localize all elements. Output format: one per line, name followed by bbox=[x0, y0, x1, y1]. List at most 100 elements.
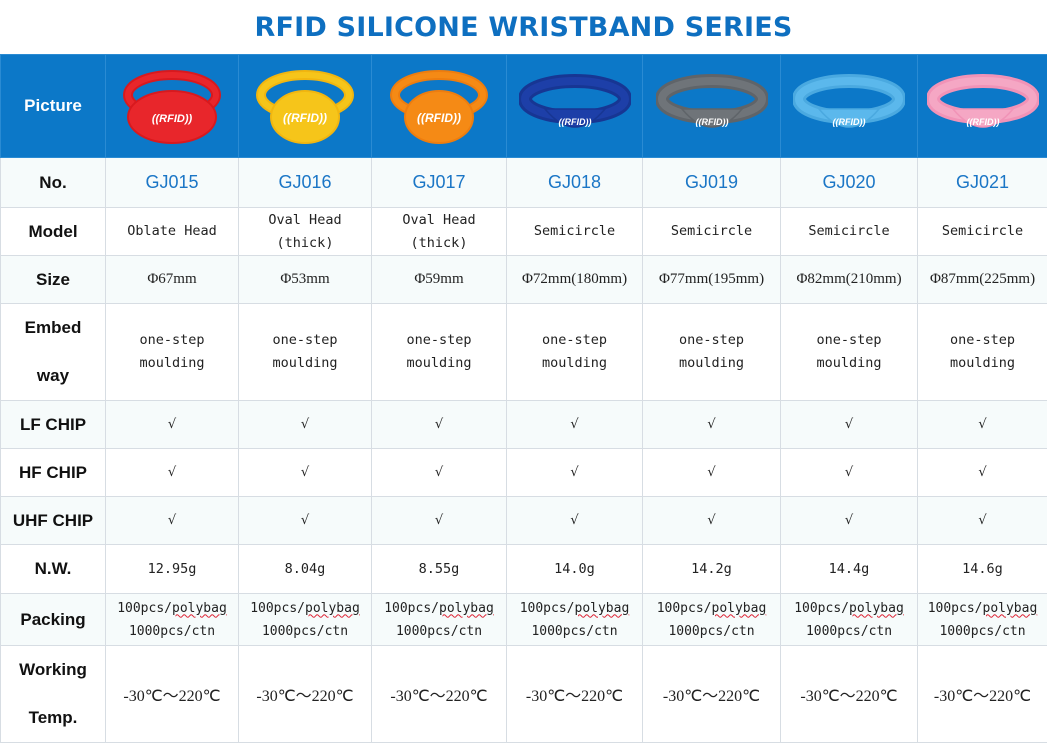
embed-line2: moulding bbox=[679, 355, 744, 371]
packing-line1: 100pcs/polybag bbox=[657, 601, 767, 616]
embed-line2: moulding bbox=[139, 355, 204, 371]
product-net-weight: 12.95g bbox=[106, 545, 239, 594]
product-image-cell: ((RFID)) bbox=[643, 55, 781, 158]
packing-qty: 100pcs/ bbox=[794, 601, 849, 616]
rfid-badge-text: ((RFID)) bbox=[695, 117, 728, 127]
product-image-cell: ((RFID)) bbox=[106, 55, 239, 158]
lf-chip-check: √ bbox=[372, 401, 507, 449]
packing-line2: 1000pcs/ctn bbox=[129, 624, 215, 639]
product-working-temp: -30℃～220℃ bbox=[106, 646, 239, 743]
hf-chip-check: √ bbox=[643, 449, 781, 497]
packing-line1: 100pcs/polybag bbox=[250, 601, 360, 616]
product-net-weight: 8.55g bbox=[372, 545, 507, 594]
packing-unit: polybag bbox=[712, 601, 767, 616]
product-embed-way: one-step moulding bbox=[918, 304, 1047, 401]
label-size: Size bbox=[1, 256, 106, 304]
wristband-image: ((RFID)) bbox=[793, 65, 905, 147]
model-line1: Semicircle bbox=[671, 223, 752, 239]
embed-line1: one-step bbox=[816, 332, 881, 348]
product-packing: 100pcs/polybag 1000pcs/ctn bbox=[239, 594, 372, 646]
packing-line2: 1000pcs/ctn bbox=[668, 624, 754, 639]
label-temp-line2: Temp. bbox=[29, 708, 78, 727]
packing-line1: 100pcs/polybag bbox=[794, 601, 904, 616]
packing-line1: 100pcs/polybag bbox=[384, 601, 494, 616]
label-uhf-chip: UHF CHIP bbox=[1, 497, 106, 545]
hf-chip-check: √ bbox=[372, 449, 507, 497]
product-net-weight: 8.04g bbox=[239, 545, 372, 594]
product-working-temp: -30℃～220℃ bbox=[918, 646, 1047, 743]
product-size: Φ53mm bbox=[239, 256, 372, 304]
product-working-temp: -30℃～220℃ bbox=[507, 646, 643, 743]
model-line1: Oblate Head bbox=[127, 223, 216, 239]
label-no: No. bbox=[1, 158, 106, 208]
embed-line1: one-step bbox=[950, 332, 1015, 348]
product-number: GJ021 bbox=[918, 158, 1047, 208]
label-lf-chip: LF CHIP bbox=[1, 401, 106, 449]
packing-qty: 100pcs/ bbox=[657, 601, 712, 616]
row-uhf-chip: UHF CHIP √√√√√√√ bbox=[1, 497, 1047, 545]
product-working-temp: -30℃～220℃ bbox=[239, 646, 372, 743]
model-line1: Semicircle bbox=[942, 223, 1023, 239]
wristband-image: ((RFID)) bbox=[116, 65, 228, 147]
packing-line2: 1000pcs/ctn bbox=[262, 624, 348, 639]
product-model: Oblate Head bbox=[106, 208, 239, 256]
packing-qty: 100pcs/ bbox=[250, 601, 305, 616]
product-packing: 100pcs/polybag 1000pcs/ctn bbox=[643, 594, 781, 646]
product-size: Φ67mm bbox=[106, 256, 239, 304]
hf-chip-check: √ bbox=[918, 449, 1047, 497]
product-number: GJ016 bbox=[239, 158, 372, 208]
lf-chip-check: √ bbox=[239, 401, 372, 449]
packing-qty: 100pcs/ bbox=[520, 601, 575, 616]
product-embed-way: one-step moulding bbox=[106, 304, 239, 401]
rfid-badge-text: ((RFID)) bbox=[833, 117, 866, 127]
wristband-image: ((RFID)) bbox=[519, 65, 631, 147]
embed-line2: moulding bbox=[950, 355, 1015, 371]
packing-unit: polybag bbox=[575, 601, 630, 616]
embed-line1: one-step bbox=[139, 332, 204, 348]
model-line1: Oval Head bbox=[268, 212, 341, 228]
embed-line1: one-step bbox=[679, 332, 744, 348]
uhf-chip-check: √ bbox=[781, 497, 918, 545]
product-net-weight: 14.2g bbox=[643, 545, 781, 594]
model-line1: Semicircle bbox=[534, 223, 615, 239]
packing-qty: 100pcs/ bbox=[384, 601, 439, 616]
page-title: RFID SILICONE WRISTBAND SERIES bbox=[0, 0, 1047, 54]
product-model: Oval Head(thick) bbox=[372, 208, 507, 256]
product-working-temp: -30℃～220℃ bbox=[643, 646, 781, 743]
lf-chip-check: √ bbox=[507, 401, 643, 449]
uhf-chip-check: √ bbox=[239, 497, 372, 545]
wristband-image: ((RFID)) bbox=[927, 65, 1039, 147]
label-embed-line1: Embed bbox=[25, 318, 82, 337]
product-size: Φ59mm bbox=[372, 256, 507, 304]
row-lf-chip: LF CHIP √√√√√√√ bbox=[1, 401, 1047, 449]
packing-line2: 1000pcs/ctn bbox=[396, 624, 482, 639]
rfid-badge-text: ((RFID)) bbox=[558, 117, 591, 127]
product-image-cell: ((RFID)) bbox=[507, 55, 643, 158]
packing-unit: polybag bbox=[172, 601, 227, 616]
spec-table: Picture ((RFID)) ((RFID)) ((RFID)) ((RFID))… bbox=[0, 54, 1047, 743]
lf-chip-check: √ bbox=[781, 401, 918, 449]
embed-line2: moulding bbox=[542, 355, 607, 371]
row-hf-chip: HF CHIP √√√√√√√ bbox=[1, 449, 1047, 497]
product-net-weight: 14.6g bbox=[918, 545, 1047, 594]
model-line1: Semicircle bbox=[808, 223, 889, 239]
product-working-temp: -30℃～220℃ bbox=[372, 646, 507, 743]
embed-line2: moulding bbox=[406, 355, 471, 371]
product-net-weight: 14.4g bbox=[781, 545, 918, 594]
hf-chip-check: √ bbox=[507, 449, 643, 497]
label-picture: Picture bbox=[1, 55, 106, 158]
product-model: Semicircle bbox=[918, 208, 1047, 256]
lf-chip-check: √ bbox=[918, 401, 1047, 449]
product-image-cell: ((RFID)) bbox=[781, 55, 918, 158]
product-image-cell: ((RFID)) bbox=[239, 55, 372, 158]
rfid-badge-text: ((RFID)) bbox=[283, 111, 327, 125]
product-image-cell: ((RFID)) bbox=[372, 55, 507, 158]
product-model: Semicircle bbox=[643, 208, 781, 256]
